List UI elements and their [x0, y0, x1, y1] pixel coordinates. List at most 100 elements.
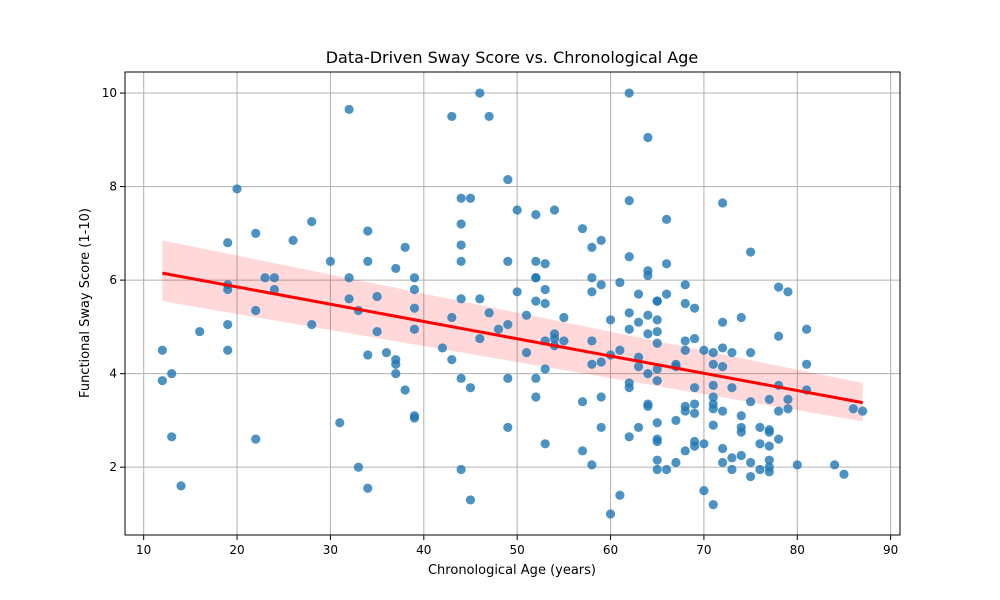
data-point: [680, 345, 690, 355]
data-point: [475, 294, 485, 304]
data-point: [363, 350, 373, 360]
data-point: [269, 273, 279, 283]
data-point: [531, 392, 541, 402]
x-tick-label: 40: [416, 543, 431, 557]
y-tick-label: 2: [109, 460, 117, 474]
y-tick-label: 6: [109, 273, 117, 287]
data-point: [661, 214, 672, 224]
data-point: [587, 242, 597, 252]
data-point: [456, 464, 466, 475]
data-point: [223, 345, 233, 355]
data-point: [661, 289, 672, 299]
data-point: [167, 369, 177, 379]
data-point: [353, 462, 364, 472]
data-point: [587, 359, 597, 369]
data-point: [643, 132, 653, 143]
data-point: [531, 273, 541, 283]
data-point: [577, 224, 588, 234]
data-point: [717, 406, 728, 416]
data-point: [596, 422, 606, 433]
data-point: [540, 284, 550, 295]
data-point: [456, 256, 466, 267]
data-point: [307, 319, 317, 330]
data-point: [717, 198, 728, 208]
data-point: [587, 336, 597, 346]
data-point: [699, 485, 709, 496]
data-points: [157, 88, 868, 519]
data-point: [157, 376, 167, 386]
data-point: [746, 457, 756, 468]
data-point: [596, 280, 606, 290]
data-point: [503, 174, 513, 185]
data-point: [736, 450, 746, 461]
data-point: [372, 326, 382, 337]
data-point: [559, 336, 569, 346]
data-point: [531, 210, 541, 220]
data-point: [643, 270, 653, 281]
data-point: [708, 404, 718, 414]
data-point: [409, 413, 420, 423]
x-tick-label: 30: [323, 543, 338, 557]
y-tick-label: 10: [102, 86, 117, 100]
data-point: [587, 273, 597, 283]
data-point: [624, 324, 634, 334]
data-point: [391, 359, 401, 369]
data-point: [746, 247, 756, 257]
data-point: [624, 88, 634, 98]
data-point: [400, 242, 410, 252]
data-point: [521, 348, 532, 358]
data-point: [746, 348, 756, 358]
data-point: [764, 394, 774, 404]
data-point: [195, 326, 205, 337]
data-point: [727, 453, 737, 463]
data-point: [503, 422, 513, 433]
data-point: [493, 324, 504, 334]
data-point: [269, 284, 279, 295]
data-point: [727, 383, 737, 393]
confidence-interval-band: [162, 240, 863, 422]
data-point: [540, 439, 550, 449]
data-point: [708, 359, 718, 369]
data-point: [325, 256, 336, 267]
data-point: [643, 401, 653, 411]
data-point: [615, 345, 625, 355]
data-point: [689, 408, 700, 419]
y-tick-label: 8: [109, 180, 117, 194]
data-point: [652, 364, 662, 374]
data-point: [671, 415, 681, 426]
data-point: [251, 305, 261, 316]
data-point: [792, 460, 802, 470]
data-point: [652, 338, 662, 348]
x-tick-label: 50: [510, 543, 525, 557]
data-point: [661, 259, 672, 269]
y-axis-label: Functional Sway Score (1-10): [78, 208, 93, 398]
data-point: [447, 312, 457, 323]
data-point: [465, 193, 476, 203]
data-point: [223, 284, 233, 295]
data-point: [783, 394, 793, 404]
data-point: [708, 348, 718, 358]
x-tick-label: 80: [790, 543, 805, 557]
data-point: [708, 420, 718, 430]
data-point: [363, 483, 373, 493]
x-tick-label: 60: [603, 543, 618, 557]
data-point: [783, 287, 793, 297]
y-axis-ticks: 2 4 6 8 10: [102, 86, 125, 474]
data-point: [615, 277, 625, 288]
data-point: [335, 418, 345, 428]
data-point: [465, 383, 476, 393]
data-point: [531, 256, 541, 267]
data-point: [689, 399, 700, 409]
confidence-band: [162, 240, 863, 422]
data-point: [512, 287, 522, 297]
data-point: [484, 111, 494, 122]
data-point: [736, 427, 746, 437]
data-point: [531, 373, 541, 383]
data-point: [717, 317, 728, 327]
data-point: [652, 464, 662, 475]
data-point: [624, 432, 634, 442]
data-point: [157, 345, 167, 355]
data-point: [689, 303, 700, 313]
data-point: [727, 464, 737, 475]
data-point: [839, 469, 849, 479]
